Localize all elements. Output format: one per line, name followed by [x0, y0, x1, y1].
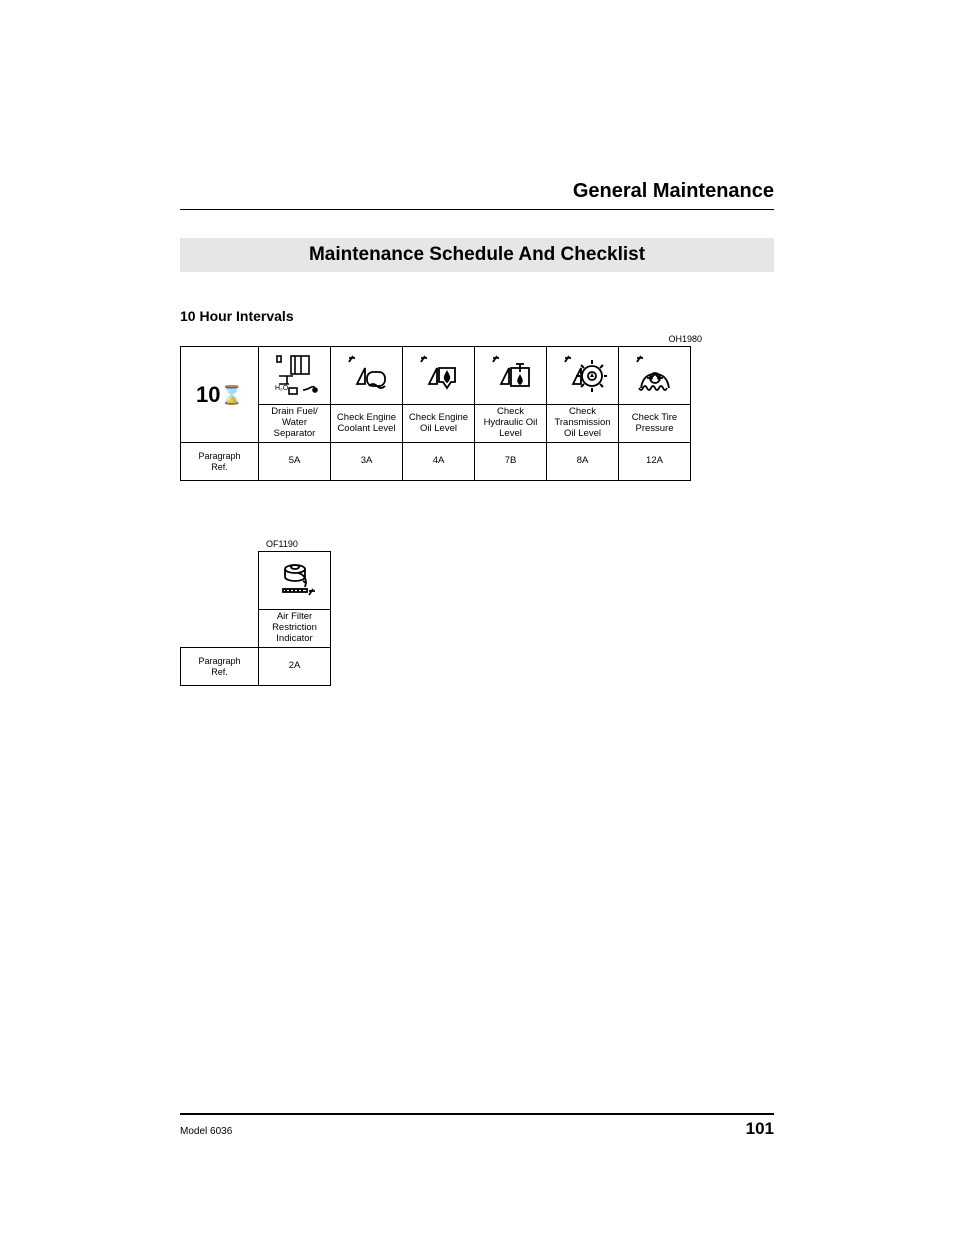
svg-text:H₂O: H₂O — [275, 385, 289, 392]
row-label: ParagraphRef. — [181, 443, 259, 481]
table-row: 10⌛ H₂O — [181, 347, 691, 405]
interval-block-10h: 10 Hour Intervals OH1980 10⌛ — [180, 308, 774, 481]
col-label: Check TirePressure — [619, 405, 691, 443]
col-label: Drain Fuel/WaterSeparator — [259, 405, 331, 443]
col-label: Air FilterRestrictionIndicator — [259, 610, 331, 648]
icon-cell — [547, 347, 619, 405]
ref-cell: 12A — [619, 443, 691, 481]
icon-cell: H₂O — [259, 347, 331, 405]
footer-model: Model 6036 — [180, 1126, 232, 1137]
maintenance-table-2: Air FilterRestrictionIndicator Paragraph… — [180, 551, 331, 686]
table-row: ParagraphRef. 2A — [181, 648, 331, 686]
banner-title: Maintenance Schedule And Checklist — [180, 238, 774, 272]
air-filter-indicator-icon — [261, 556, 328, 605]
col-label: CheckHydraulic OilLevel — [475, 405, 547, 443]
page: General Maintenance Maintenance Schedule… — [0, 0, 954, 1235]
maintenance-table-1: 10⌛ H₂O — [180, 346, 691, 481]
ref-cell: 4A — [403, 443, 475, 481]
coolant-level-icon — [333, 351, 400, 400]
hourglass-icon: ⌛ — [221, 385, 243, 405]
interval-cell: 10⌛ — [181, 347, 259, 443]
col-label: Check EngineCoolant Level — [331, 405, 403, 443]
ref-cell: 2A — [259, 648, 331, 686]
ref-cell: 3A — [331, 443, 403, 481]
footer-page-number: 101 — [746, 1119, 774, 1139]
interval-label: 10 — [196, 382, 220, 407]
ref-code-1: OH1980 — [180, 334, 702, 344]
ref-cell: 8A — [547, 443, 619, 481]
tire-pressure-icon — [621, 351, 688, 400]
icon-cell — [331, 347, 403, 405]
table-row: ParagraphRef. 5A 3A 4A 7B 8A 12A — [181, 443, 691, 481]
transmission-oil-icon — [549, 351, 616, 400]
row-label: ParagraphRef. — [181, 648, 259, 686]
section-title: General Maintenance — [180, 180, 774, 210]
footer-rule — [180, 1113, 774, 1115]
icon-cell — [403, 347, 475, 405]
subheading-10h: 10 Hour Intervals — [180, 308, 774, 324]
table-row — [181, 552, 331, 610]
icon-cell — [475, 347, 547, 405]
page-footer: Model 6036 101 — [180, 1113, 774, 1139]
ref-code-2: OF1190 — [266, 539, 774, 549]
interval-block-airfilter: OF1190 — [180, 539, 774, 686]
hydraulic-oil-icon — [477, 351, 544, 400]
icon-cell — [259, 552, 331, 610]
ref-cell: 7B — [475, 443, 547, 481]
fuel-separator-icon: H₂O — [261, 351, 328, 400]
ref-cell: 5A — [259, 443, 331, 481]
col-label: Check EngineOil Level — [403, 405, 475, 443]
col-label: CheckTransmissionOil Level — [547, 405, 619, 443]
engine-oil-icon — [405, 351, 472, 400]
icon-cell — [619, 347, 691, 405]
